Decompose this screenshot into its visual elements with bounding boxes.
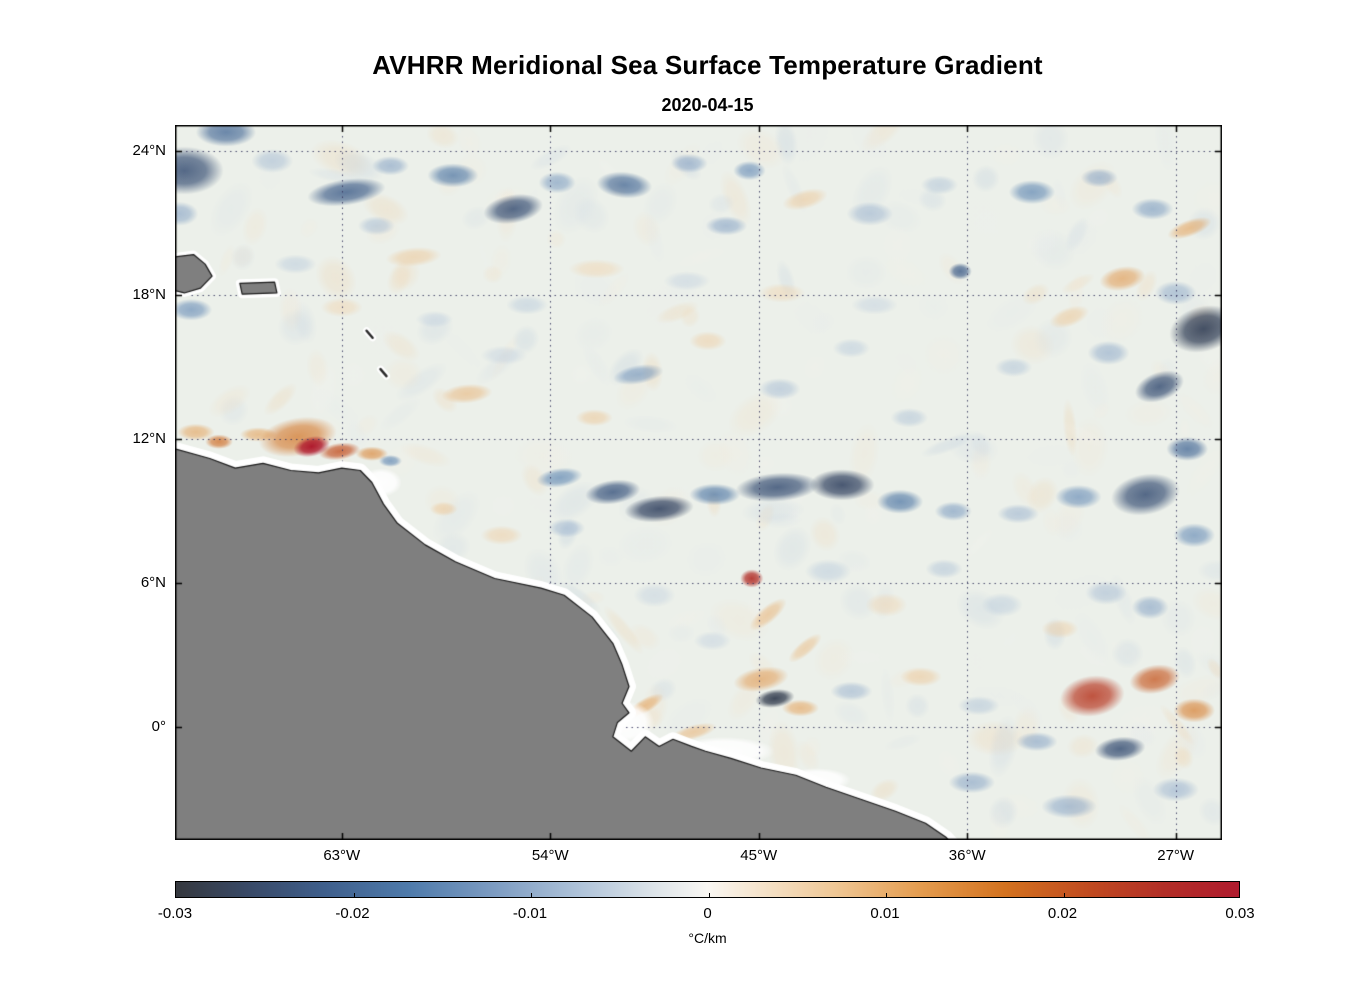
colorbar-tick-mark (353, 893, 355, 897)
lat-tick-label: 0° (151, 718, 166, 736)
sst-gradient-map-canvas (175, 125, 1222, 840)
chart-subtitle: 2020-04-15 (661, 95, 754, 115)
lon-tick-label: 54°W (531, 847, 569, 864)
colorbar-tick-mark (531, 893, 532, 897)
lon-tick-label: 63°W (323, 847, 361, 864)
lat-tick-label: 12°N (132, 430, 166, 448)
colorbar-tick-label: 0.02 (1047, 905, 1078, 922)
colorbar-tick-label: -0.01 (512, 905, 548, 922)
colorbar-tick-mark (1063, 893, 1065, 897)
lat-tick-label: 18°N (132, 286, 166, 304)
colorbar-units-label: °C/km (688, 930, 727, 946)
lon-tick-label: 27°W (1157, 847, 1195, 864)
colorbar-tick-mark (886, 893, 887, 897)
colorbar-tick-mark (708, 893, 710, 897)
lat-tick-label: 24°N (132, 142, 166, 160)
colorbar-tick-label: 0.03 (1225, 905, 1255, 922)
colorbar-tick-label: -0.03 (157, 905, 193, 922)
lat-tick-label: 6°N (140, 574, 166, 592)
colorbar-tick-label: 0 (703, 905, 712, 922)
chart-title: AVHRR Meridional Sea Surface Temperature… (372, 50, 1043, 80)
lon-tick-label: 45°W (740, 847, 778, 864)
colorbar-tick-label: 0.01 (870, 905, 900, 922)
colorbar (175, 881, 1240, 898)
colorbar-tick-label: -0.02 (335, 905, 370, 922)
lon-tick-label: 36°W (948, 847, 986, 864)
